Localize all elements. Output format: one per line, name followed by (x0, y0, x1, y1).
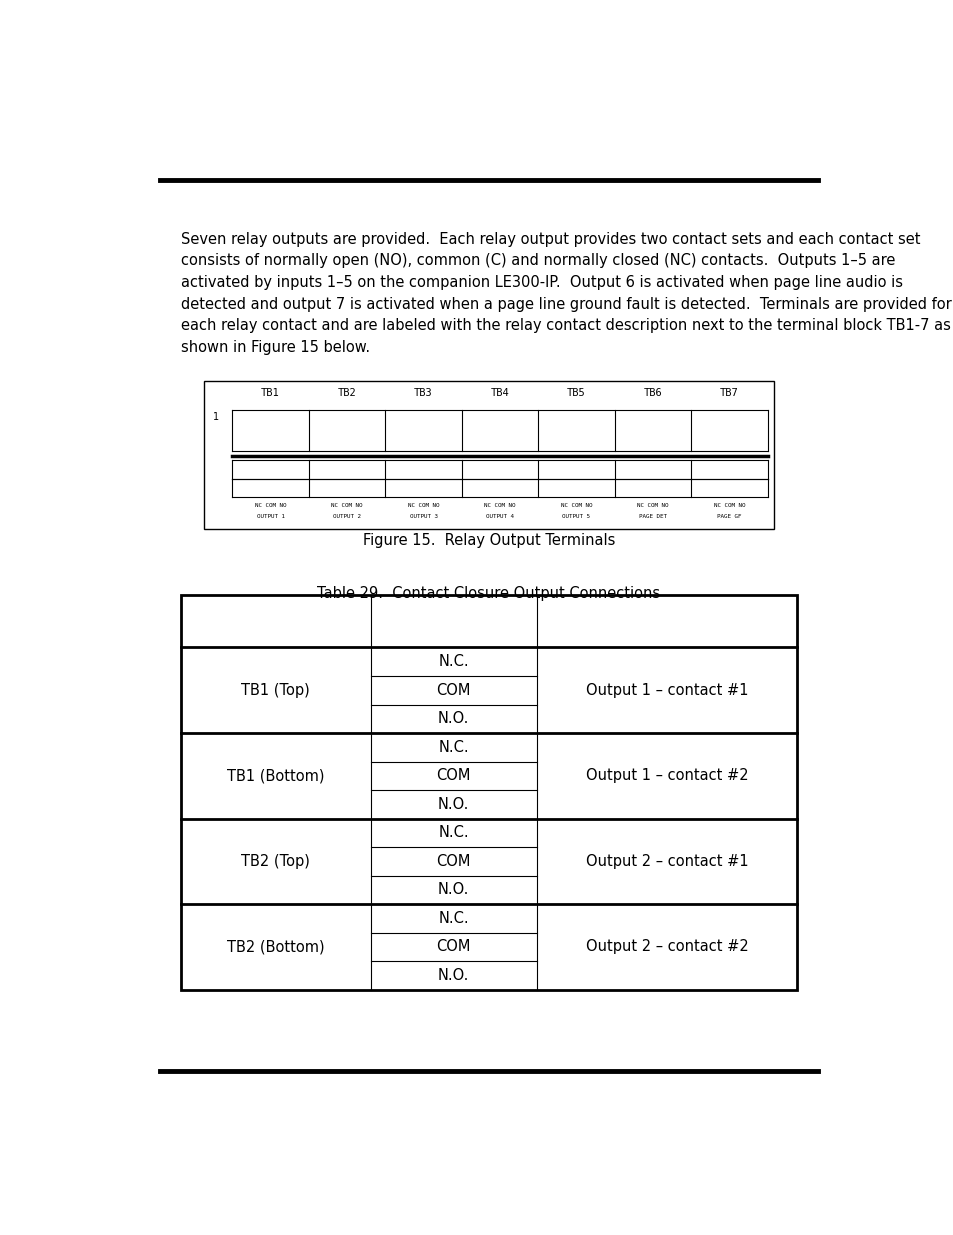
Text: NC COM NO: NC COM NO (560, 503, 592, 508)
Text: COM: COM (436, 940, 471, 955)
Text: OUTPUT 3: OUTPUT 3 (409, 514, 437, 519)
Text: TB3: TB3 (414, 388, 433, 398)
Text: 1: 1 (213, 411, 219, 421)
Text: TB6: TB6 (643, 388, 661, 398)
Text: OUTPUT 1: OUTPUT 1 (256, 514, 284, 519)
Text: PAGE DET: PAGE DET (639, 514, 666, 519)
Text: N.O.: N.O. (437, 711, 469, 726)
Text: TB5: TB5 (566, 388, 585, 398)
Text: TB2 (Top): TB2 (Top) (241, 853, 310, 869)
Text: TB1: TB1 (261, 388, 279, 398)
Text: N.O.: N.O. (437, 968, 469, 983)
Text: TB1 (Bottom): TB1 (Bottom) (227, 768, 324, 783)
Text: TB7: TB7 (720, 388, 738, 398)
Text: N.C.: N.C. (438, 825, 469, 840)
Text: TB2: TB2 (337, 388, 356, 398)
Text: N.O.: N.O. (437, 797, 469, 811)
Text: Output 2 – contact #1: Output 2 – contact #1 (585, 853, 748, 869)
Text: COM: COM (436, 853, 471, 869)
Text: NC COM NO: NC COM NO (254, 503, 286, 508)
Text: NC COM NO: NC COM NO (637, 503, 668, 508)
Text: PAGE GF: PAGE GF (717, 514, 740, 519)
Text: NC COM NO: NC COM NO (407, 503, 438, 508)
Text: Table 29.  Contact Closure Output Connections: Table 29. Contact Closure Output Connect… (317, 585, 659, 600)
Text: NC COM NO: NC COM NO (713, 503, 744, 508)
Text: OUTPUT 5: OUTPUT 5 (562, 514, 590, 519)
Text: Output 1 – contact #2: Output 1 – contact #2 (585, 768, 748, 783)
Text: NC COM NO: NC COM NO (331, 503, 362, 508)
Text: N.C.: N.C. (438, 911, 469, 926)
Text: Output 2 – contact #2: Output 2 – contact #2 (585, 940, 748, 955)
Bar (180, 595, 797, 989)
Text: Seven relay outputs are provided.  Each relay output provides two contact sets a: Seven relay outputs are provided. Each r… (180, 232, 950, 354)
Text: OUTPUT 2: OUTPUT 2 (333, 514, 360, 519)
Text: Figure 15.  Relay Output Terminals: Figure 15. Relay Output Terminals (362, 534, 615, 548)
Bar (204, 382, 773, 529)
Text: TB1 (Top): TB1 (Top) (241, 683, 310, 698)
Text: Output 1 – contact #1: Output 1 – contact #1 (585, 683, 747, 698)
Text: OUTPUT 4: OUTPUT 4 (485, 514, 514, 519)
Text: TB2 (Bottom): TB2 (Bottom) (227, 940, 324, 955)
Text: TB4: TB4 (490, 388, 509, 398)
Text: N.C.: N.C. (438, 740, 469, 755)
Text: COM: COM (436, 768, 471, 783)
Text: NC COM NO: NC COM NO (484, 503, 516, 508)
Text: N.C.: N.C. (438, 655, 469, 669)
Text: N.O.: N.O. (437, 883, 469, 898)
Text: COM: COM (436, 683, 471, 698)
